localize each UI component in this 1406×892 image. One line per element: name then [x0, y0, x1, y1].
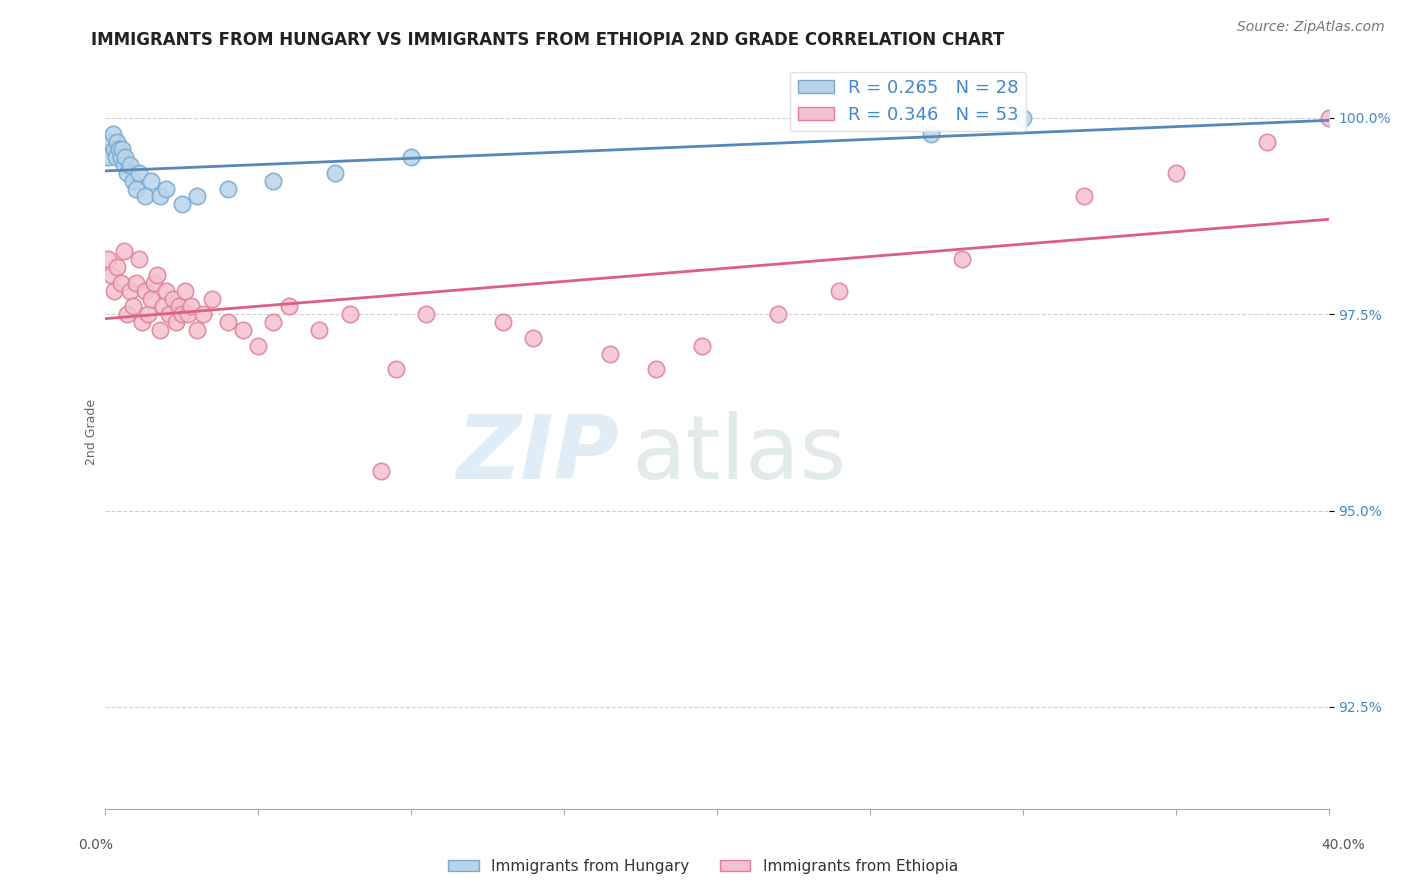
Point: [118, 158, 141, 172]
Legend: Immigrants from Hungary, Immigrants from Ethiopia: Immigrants from Hungary, Immigrants from…: [441, 853, 965, 880]
Point: [159, 307, 181, 321]
Point: [110, 276, 132, 290]
Point: [385, 362, 408, 376]
Point: [217, 315, 239, 329]
Point: [173, 284, 195, 298]
Point: [232, 323, 254, 337]
Point: [690, 339, 713, 353]
Point: [399, 150, 422, 164]
Point: [308, 323, 330, 337]
Point: [125, 276, 148, 290]
Point: [1164, 166, 1187, 180]
Point: [180, 300, 202, 314]
Point: [107, 260, 129, 275]
Point: [170, 197, 193, 211]
Point: [112, 244, 135, 259]
Point: [599, 346, 621, 360]
Point: [170, 307, 193, 321]
Point: [107, 135, 129, 149]
Point: [146, 268, 169, 282]
Point: [167, 300, 190, 314]
Point: [262, 174, 284, 188]
Point: [97, 150, 120, 164]
Point: [103, 284, 125, 298]
Point: [118, 284, 141, 298]
Point: [121, 300, 143, 314]
Text: 0.0%: 0.0%: [79, 838, 112, 852]
Point: [97, 252, 120, 267]
Point: [1256, 135, 1278, 149]
Point: [104, 150, 127, 164]
Text: atlas: atlas: [631, 411, 846, 499]
Point: [217, 181, 239, 195]
Point: [139, 174, 162, 188]
Point: [1073, 189, 1095, 203]
Point: [766, 307, 789, 321]
Point: [155, 181, 177, 195]
Point: [112, 158, 135, 172]
Point: [134, 284, 156, 298]
Point: [177, 307, 200, 321]
Point: [186, 323, 208, 337]
Point: [115, 166, 138, 180]
Text: 40.0%: 40.0%: [1320, 838, 1365, 852]
Point: [950, 252, 973, 267]
Point: [155, 284, 177, 298]
Point: [191, 307, 214, 321]
Text: ZIP: ZIP: [457, 411, 619, 499]
Legend: R = 0.265   N = 28, R = 0.346   N = 53: R = 0.265 N = 28, R = 0.346 N = 53: [790, 71, 1026, 131]
Point: [100, 135, 122, 149]
Point: [415, 307, 437, 321]
Point: [136, 307, 159, 321]
Point: [920, 127, 942, 141]
Point: [110, 150, 132, 164]
Point: [165, 315, 187, 329]
Text: Source: ZipAtlas.com: Source: ZipAtlas.com: [1237, 20, 1385, 34]
Point: [277, 300, 299, 314]
Point: [100, 268, 122, 282]
Point: [152, 300, 174, 314]
Point: [522, 331, 544, 345]
Point: [247, 339, 270, 353]
Point: [139, 292, 162, 306]
Point: [128, 166, 150, 180]
Point: [101, 127, 124, 141]
Point: [201, 292, 224, 306]
Point: [128, 252, 150, 267]
Y-axis label: 2nd Grade: 2nd Grade: [86, 399, 98, 465]
Point: [115, 307, 138, 321]
Point: [111, 142, 134, 156]
Point: [370, 464, 392, 478]
Point: [125, 181, 148, 195]
Point: [339, 307, 361, 321]
Point: [162, 292, 184, 306]
Point: [149, 189, 172, 203]
Point: [828, 284, 851, 298]
Point: [644, 362, 666, 376]
Point: [108, 142, 131, 156]
Point: [1011, 111, 1033, 125]
Text: IMMIGRANTS FROM HUNGARY VS IMMIGRANTS FROM ETHIOPIA 2ND GRADE CORRELATION CHART: IMMIGRANTS FROM HUNGARY VS IMMIGRANTS FR…: [91, 31, 1005, 49]
Point: [134, 189, 156, 203]
Point: [121, 174, 143, 188]
Point: [149, 323, 172, 337]
Point: [143, 276, 166, 290]
Point: [262, 315, 284, 329]
Point: [131, 315, 153, 329]
Point: [323, 166, 346, 180]
Point: [103, 142, 125, 156]
Point: [1317, 111, 1340, 125]
Point: [186, 189, 208, 203]
Point: [114, 150, 136, 164]
Point: [492, 315, 515, 329]
